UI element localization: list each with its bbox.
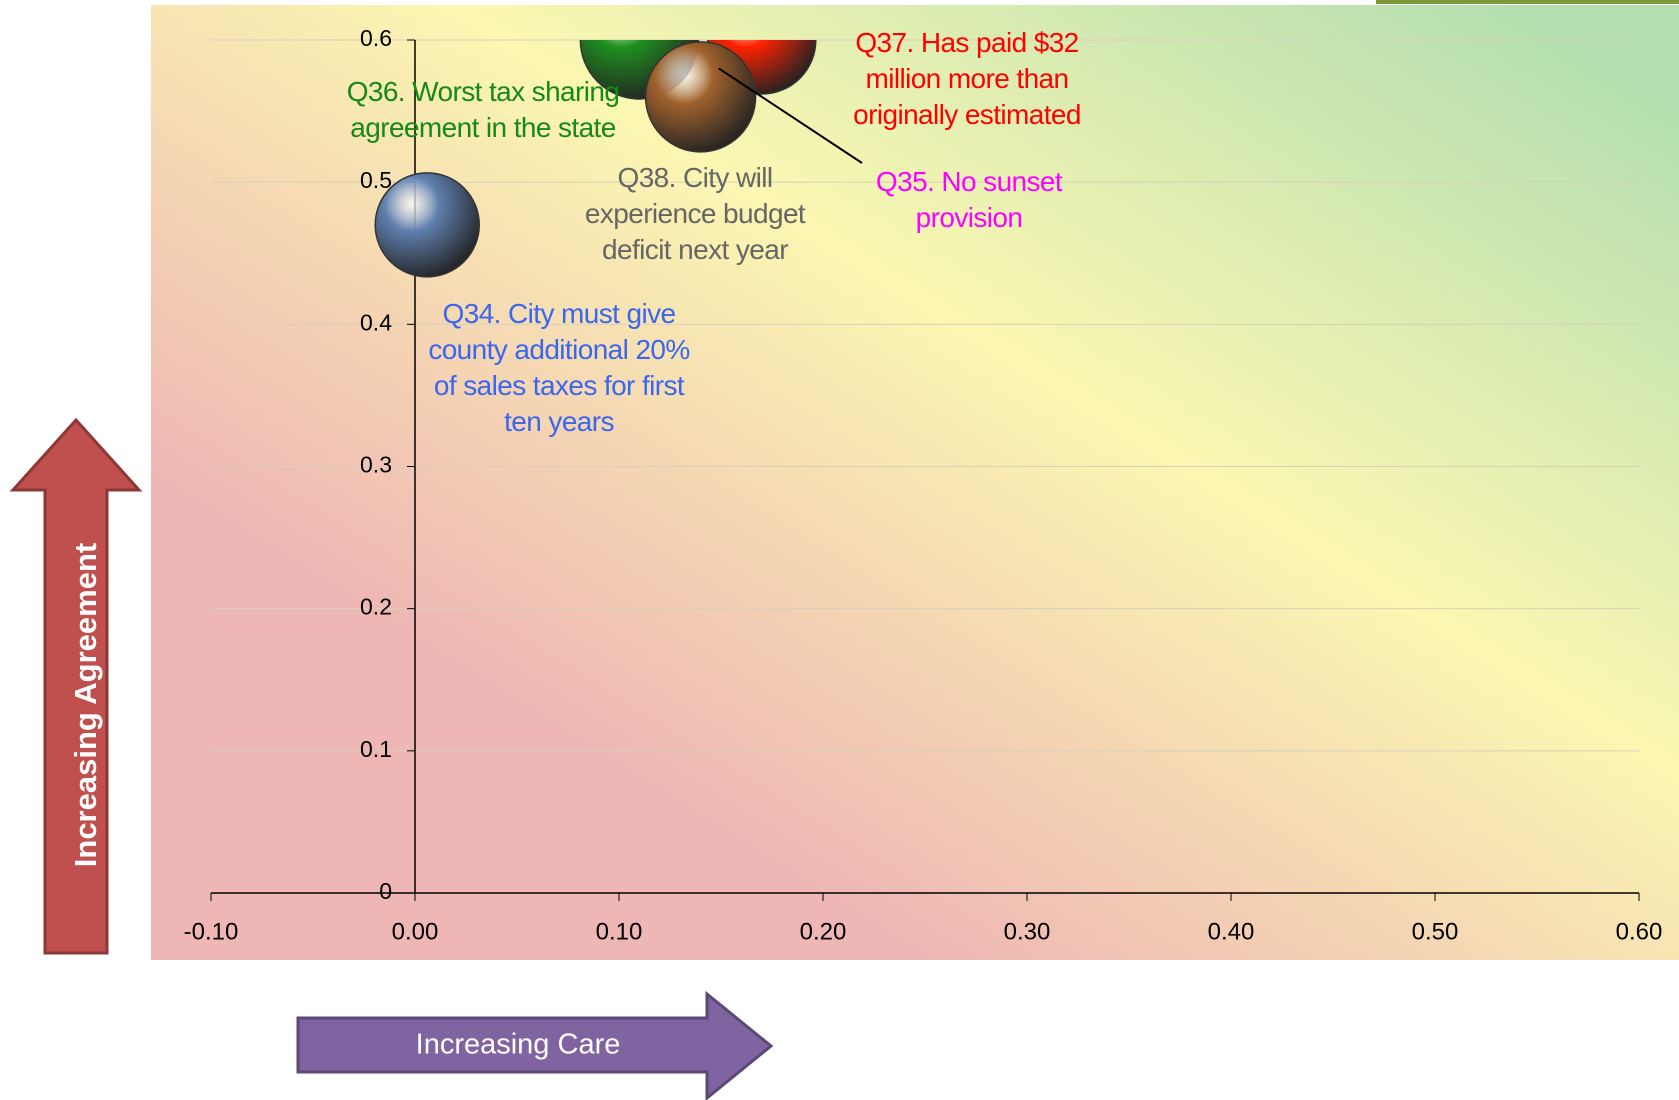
y-tick-label: 0.4 [360,309,392,335]
y-tick-label: 0.6 [360,25,392,51]
bubble-label: Q38. City will experience budget deficit… [584,162,806,265]
leader-line [718,67,863,164]
x-tick-label: 0.30 [1004,918,1051,945]
bubble-label: Q37. Has paid $32 million more than orig… [853,27,1081,130]
x-tick-label: 0.60 [1616,918,1663,945]
bubble [374,172,480,278]
bubbles [374,40,817,278]
y-tick-label: 0.1 [360,736,392,762]
y-axis-label: Increasing Agreement [68,543,103,867]
x-tick-label: 0.50 [1412,918,1459,945]
x-axis-label: Increasing Care [416,1029,621,1061]
x-tick-label: 0.10 [596,918,643,945]
corner-bar [1376,0,1679,4]
plot-background [151,5,1679,960]
x-tick-label: 0.00 [392,918,439,945]
y-tick-label: 0.2 [360,594,392,620]
y-tick-label: 0.3 [360,452,392,478]
y-arrow: Increasing Agreement [9,417,143,955]
bubble-label: Q35. No sunset provision [875,166,1063,233]
y-tick-label: 0.5 [360,167,392,193]
x-tick-label: 0.40 [1208,918,1255,945]
x-arrow: Increasing Care [296,990,774,1100]
x-tick-label: 0.20 [800,918,847,945]
y-tick-label: 0 [379,878,392,904]
bubble [644,41,757,153]
bubble-label: Q34. City must give county additional 20… [428,298,690,437]
x-tick-label: -0.10 [184,918,239,945]
bubble-label: Q36. Worst tax sharing agreement in the … [346,76,620,143]
